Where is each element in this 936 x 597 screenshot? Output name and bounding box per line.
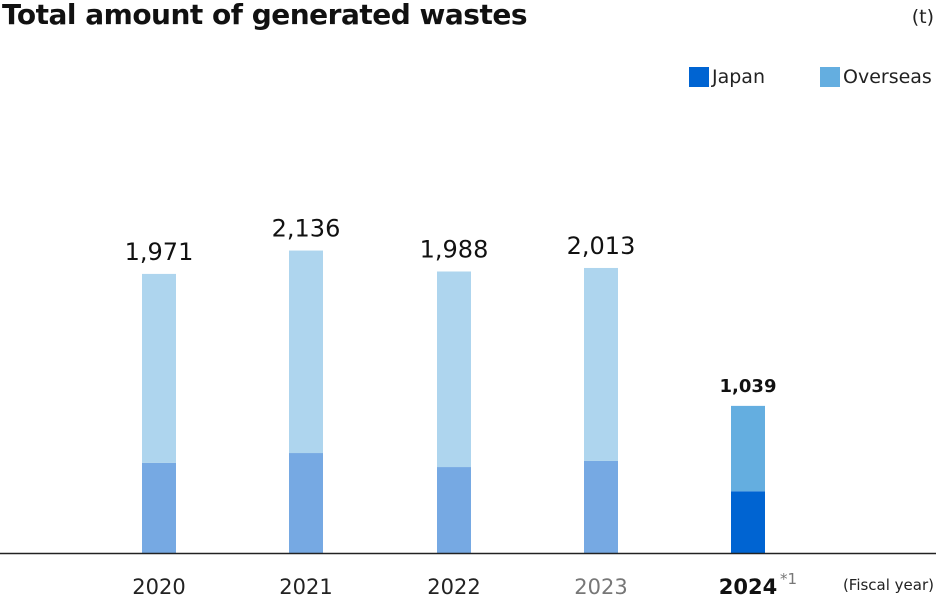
bar-overseas-2022 <box>437 271 471 468</box>
bar-overseas-2020 <box>142 273 176 463</box>
legend-label-japan: Japan <box>712 66 765 88</box>
bar-overseas-2024 <box>731 405 765 492</box>
x-tick-label-2021: 2021 <box>279 575 332 597</box>
bar-japan-2024 <box>731 491 765 553</box>
x-tick-note-2024: *1 <box>780 570 797 588</box>
x-tick-label-2020: 2020 <box>132 575 185 597</box>
bar-japan-2020 <box>142 462 176 553</box>
unit-label: (t) <box>911 6 934 28</box>
legend-swatch-overseas <box>820 67 840 87</box>
x-axis-label: (Fiscal year) <box>842 576 934 594</box>
total-label-2024: 1,039 <box>720 376 777 397</box>
bar-japan-2023 <box>584 460 618 553</box>
legend-item-japan: Japan <box>689 66 765 88</box>
bar-japan-2022 <box>437 467 471 553</box>
x-tick-label-2024: 2024 <box>719 575 777 597</box>
total-label-2021: 2,136 <box>272 215 341 243</box>
total-label-2022: 1,988 <box>420 235 489 263</box>
legend-label-overseas: Overseas <box>843 66 932 88</box>
x-tick-label-2022: 2022 <box>427 575 480 597</box>
legend-swatch-japan <box>689 67 709 87</box>
bar-overseas-2021 <box>289 250 323 454</box>
legend-item-overseas: Overseas <box>820 66 932 88</box>
total-label-2020: 1,971 <box>125 238 194 266</box>
chart-title: Total amount of generated wastes <box>2 0 528 31</box>
total-label-2023: 2,013 <box>567 232 636 260</box>
bar-overseas-2023 <box>584 267 618 461</box>
x-tick-label-2023: 2023 <box>574 575 627 597</box>
bar-japan-2021 <box>289 453 323 553</box>
